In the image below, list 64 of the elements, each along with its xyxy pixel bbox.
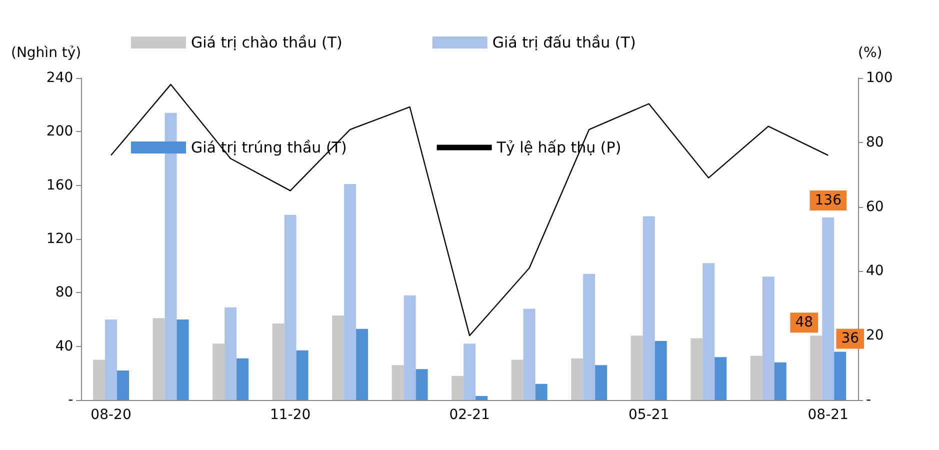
bar [332, 315, 344, 400]
bar [762, 276, 774, 400]
bar [152, 318, 165, 400]
y-axis-title: (Nghìn tỷ) [10, 45, 82, 61]
bar [535, 384, 548, 400]
bar [105, 320, 118, 400]
y2-tick-label: - [866, 392, 872, 408]
legend-label: Giá trị chào thầu (T) [191, 34, 342, 52]
bar [236, 358, 249, 400]
data-label: 36 [841, 330, 860, 347]
x-tick-label: 11-20 [270, 407, 311, 423]
y2-axis-title: (%) [858, 45, 882, 61]
bar [476, 396, 488, 400]
x-tick-label: 08-21 [808, 407, 848, 423]
bar [642, 216, 655, 400]
y-tick-label: 240 [46, 70, 74, 86]
bar [344, 184, 356, 400]
y-tick-label: 80 [55, 284, 74, 301]
bar [296, 350, 308, 400]
y-tick-label: 160 [46, 177, 74, 194]
bar [284, 214, 296, 400]
bar [117, 370, 130, 400]
bar [654, 340, 667, 400]
bar [176, 320, 189, 400]
bar [834, 352, 846, 400]
y-tick-label: 40 [55, 338, 74, 354]
bar [452, 376, 464, 400]
y2-tick-label: 80 [866, 134, 884, 150]
bar [690, 338, 703, 400]
bar [404, 295, 416, 400]
bar [774, 362, 786, 400]
bar [224, 307, 237, 400]
y2-tick-label: 40 [866, 263, 884, 280]
bar [392, 365, 404, 400]
data-label: 48 [795, 314, 814, 331]
data-label: 136 [814, 192, 842, 209]
bar [93, 360, 106, 400]
bar [822, 218, 834, 400]
bar [212, 344, 225, 400]
y-tick-label: 200 [46, 124, 74, 140]
x-tick-label: 02-21 [449, 407, 490, 423]
bar [523, 308, 536, 400]
bar [595, 365, 608, 400]
bar [583, 274, 596, 400]
bar [511, 360, 524, 400]
x-tick-label: 05-21 [628, 407, 670, 423]
bar [630, 336, 643, 400]
bar [164, 112, 177, 400]
bar [750, 356, 762, 400]
legend-label: Giá trị đấu thầu (T) [492, 34, 636, 52]
bar [464, 344, 476, 400]
y2-tick-label: 60 [866, 198, 884, 215]
bar [416, 369, 428, 400]
x-tick-label: 08-20 [90, 407, 132, 423]
bar [272, 324, 284, 400]
y2-tick-label: 20 [866, 328, 884, 344]
y2-tick-label: 100 [866, 70, 893, 86]
y-tick-label: 120 [46, 231, 74, 247]
bar [702, 263, 715, 400]
bar [810, 336, 822, 400]
bar [356, 328, 368, 400]
y-tick-label: - [68, 392, 74, 408]
bar [714, 357, 727, 400]
bar [571, 358, 584, 400]
